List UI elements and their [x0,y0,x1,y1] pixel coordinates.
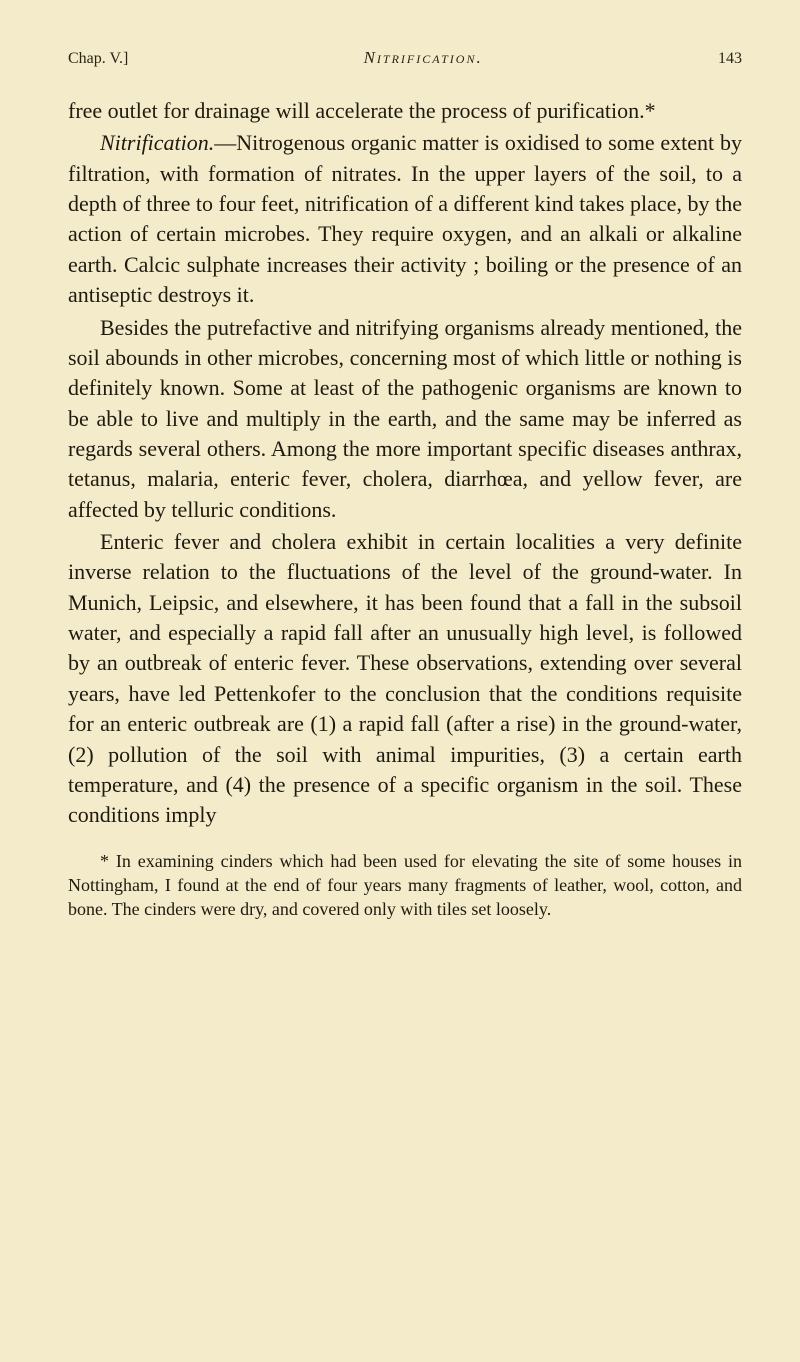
running-title: Nitrification. [364,48,483,68]
body-text: free outlet for drainage will accelerate… [68,96,742,831]
page-container: Chap. V.] Nitrification. 143 free outlet… [0,0,800,962]
nitrification-heading: Nitrification. [100,130,214,155]
paragraph-2-body: —Nitrogenous organic matter is oxidised … [68,130,742,307]
paragraph-3: Besides the putrefactive and nitrifying … [68,313,742,526]
paragraph-1: free outlet for drainage will accelerate… [68,96,742,126]
footnote: * In examining cinders which had been us… [68,849,742,922]
chapter-label: Chap. V.] [68,50,128,68]
paragraph-4: Enteric fever and cholera exhibit in cer… [68,527,742,831]
page-number: 143 [718,50,742,68]
page-header: Chap. V.] Nitrification. 143 [68,48,742,68]
paragraph-2: Nitrification.—Nitrogenous organic matte… [68,128,742,310]
